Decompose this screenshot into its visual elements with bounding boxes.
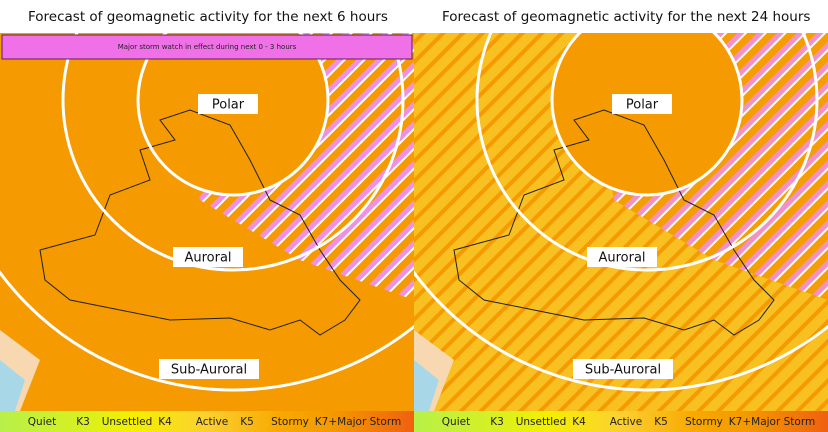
banner-text: Major storm watch in effect during next … xyxy=(118,43,297,51)
legend-label: Stormy xyxy=(685,416,723,428)
zone-ring xyxy=(414,269,828,392)
zone-label: Auroral xyxy=(598,251,645,266)
zone-label-bg xyxy=(159,359,259,379)
zone-label-bg xyxy=(198,94,258,114)
legend-label: Active xyxy=(196,416,228,428)
legend-bar xyxy=(414,411,828,432)
panel-title: Forecast of geomagnetic activity for the… xyxy=(28,9,388,25)
zone-ring xyxy=(550,33,744,197)
zone-label: Sub-Auroral xyxy=(585,363,661,378)
legend-label: K3 xyxy=(490,416,504,428)
legend-label: K7+Major Storm xyxy=(315,416,401,428)
zone-ring xyxy=(61,33,405,272)
legend-bar xyxy=(0,411,414,432)
zone-label-bg xyxy=(173,247,243,267)
legend-label: K4 xyxy=(572,416,586,428)
legend-label: K4 xyxy=(158,416,172,428)
legend-label: Quiet xyxy=(442,416,470,428)
legend-label: Quiet xyxy=(28,416,56,428)
zone-label-bg xyxy=(612,94,672,114)
legend-label: Unsettled xyxy=(102,416,153,428)
zone-ring xyxy=(0,269,414,392)
legend-label: Active xyxy=(610,416,642,428)
country-outline xyxy=(39,109,361,336)
legend-label: Stormy xyxy=(271,416,309,428)
zone-ring xyxy=(475,33,819,272)
legend-label: K7+Major Storm xyxy=(729,416,815,428)
panel-title: Forecast of geomagnetic activity for the… xyxy=(442,9,810,25)
zone-label: Auroral xyxy=(184,251,231,266)
sea xyxy=(0,360,25,411)
legend-label: K3 xyxy=(76,416,90,428)
country-outline xyxy=(453,109,775,336)
banner-bg xyxy=(1,34,413,60)
legend-label: K5 xyxy=(654,416,668,428)
legend-label: K5 xyxy=(240,416,254,428)
map xyxy=(414,33,828,411)
legend-label: Unsettled xyxy=(516,416,567,428)
panel: Polar Auroral Sub-Auroral Forecast of geoma… xyxy=(414,9,828,432)
zone-label-bg xyxy=(587,247,657,267)
zone-label-bg xyxy=(573,359,673,379)
zone-ring xyxy=(136,33,330,197)
zone-label: Polar xyxy=(212,98,245,113)
zone-label: Polar xyxy=(626,98,659,113)
panel: Major storm watch in effect during next … xyxy=(0,9,414,432)
sea xyxy=(414,360,439,411)
zone-label: Sub-Auroral xyxy=(171,363,247,378)
